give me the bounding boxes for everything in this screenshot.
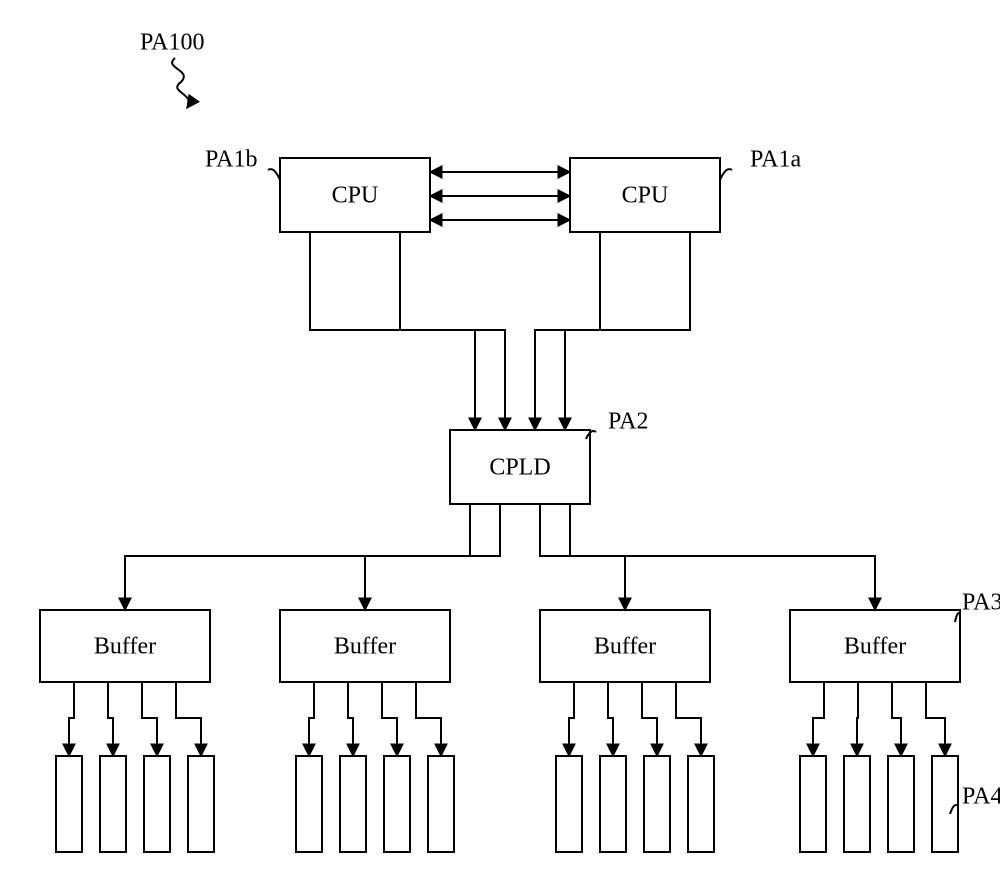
ref-pa1b-lead [268,169,280,180]
slot-1-2 [384,756,410,852]
slot-1-0 [296,756,322,852]
buffer-2-to-slot-0 [569,682,574,756]
slot-0-0 [56,756,82,852]
ref-pa1a-lead [720,169,732,180]
buffer-1-to-slot-3 [416,682,441,756]
slot-0-2 [144,756,170,852]
buffer-2-to-slot-2 [642,682,657,756]
slot-2-1 [600,756,626,852]
ref-pa2: PA2 [608,409,648,435]
buffer-1-to-slot-0 [309,682,314,756]
slot-2-3 [688,756,714,852]
slot-2-2 [644,756,670,852]
buffer-0-to-slot-2 [142,682,157,756]
slot-3-0 [800,756,826,852]
ref-pa1b: PA1b [205,147,257,173]
cpld-to-buffer-1 [365,504,500,610]
cpu-right-label: CPU [622,183,669,209]
slot-1-3 [428,756,454,852]
buffer-3-to-slot-3 [926,682,945,756]
slot-1-1 [340,756,366,852]
buffer-1-to-slot-2 [382,682,397,756]
slot-0-3 [188,756,214,852]
slot-3-1 [844,756,870,852]
cpu-left-label: CPU [332,183,379,209]
buffer-2-label: Buffer [594,634,656,660]
cpu-to-cpld-3 [565,232,690,430]
ref-pa1a: PA1a [750,147,801,173]
buffer-2-to-slot-1 [608,682,613,756]
ref-pa100: PA100 [140,30,204,56]
slot-2-0 [556,756,582,852]
pa100-squiggle [172,58,189,108]
buffer-3-to-slot-0 [813,682,824,756]
buffer-0-to-slot-0 [69,682,74,756]
ref-pa4: PA4 [962,784,1000,810]
cpu-to-cpld-1 [400,232,505,430]
buffer-3-label: Buffer [844,634,906,660]
ref-pa3: PA3 [962,590,1000,616]
slot-3-3 [932,756,958,852]
buffer-0-label: Buffer [94,634,156,660]
slot-0-1 [100,756,126,852]
cpld-label: CPLD [489,455,550,481]
buffer-0-to-slot-1 [108,682,113,756]
cpld-to-buffer-3 [570,504,875,610]
buffer-3-to-slot-1 [857,682,858,756]
slot-3-2 [888,756,914,852]
buffer-0-to-slot-3 [176,682,201,756]
buffer-3-to-slot-2 [892,682,901,756]
buffer-2-to-slot-3 [676,682,701,756]
buffer-1-to-slot-1 [348,682,353,756]
buffer-1-label: Buffer [334,634,396,660]
